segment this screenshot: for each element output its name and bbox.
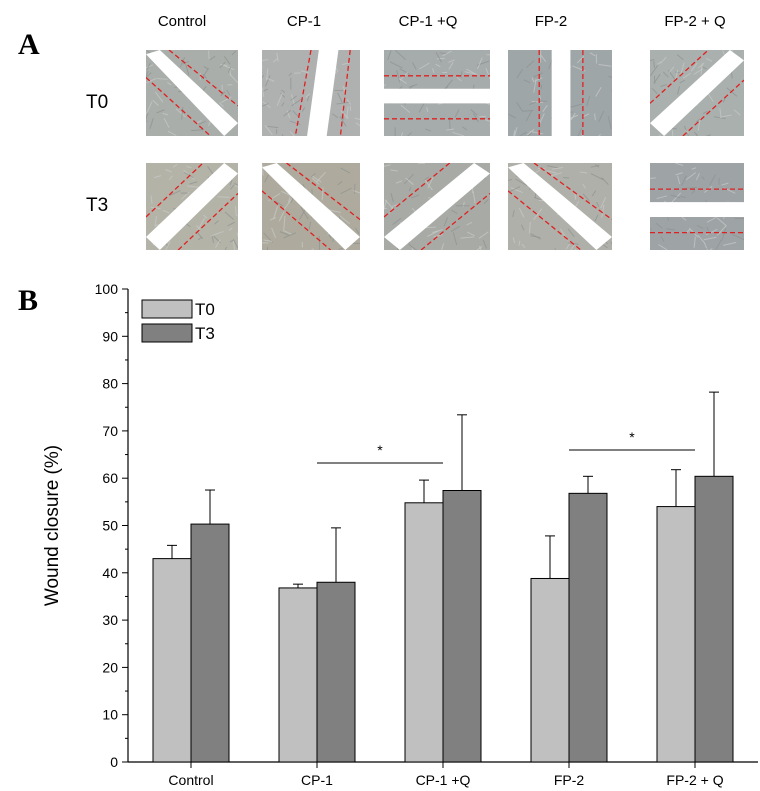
row-label-t3: T3 [86,195,109,216]
column-label-fp2q: FP-2 + Q [664,13,726,30]
y-tick-label: 0 [110,754,118,770]
y-tick-label: 20 [102,659,118,675]
panel-b-letter: B [18,284,39,317]
y-axis-title: Wound closure (%) [42,445,63,606]
micrograph-t0-fp2 [508,50,612,136]
bar-t0 [278,587,318,763]
x-tick-label: Control [168,772,213,788]
y-tick-label: 90 [102,328,118,344]
micrograph-t0-control [146,50,238,136]
x-tick-label: CP-1 [301,772,333,788]
significance-star: * [377,442,383,458]
column-label-fp2: FP-2 [534,13,568,30]
significance-star: * [629,429,635,445]
legend-label-t3: T3 [195,324,215,343]
bar-t3 [442,489,482,763]
legend-swatch-t3 [141,323,193,343]
bar-t0 [656,506,696,763]
micrograph-t3-cp1q [384,163,490,250]
legend-swatch-t0 [141,299,193,319]
bar-t3 [190,523,230,763]
y-tick-label: 30 [102,612,118,628]
micrograph-t0-cp1q [384,50,490,136]
bar-t3 [694,475,734,763]
y-tick-label: 100 [95,281,119,297]
micrograph-t3-fp2 [508,163,612,250]
panel-a-letter: A [18,28,40,61]
column-label-cp1: CP-1 [286,13,322,30]
column-label-control: Control [157,13,207,30]
y-tick-label: 40 [102,565,118,581]
micrograph-t0-cp1 [262,50,360,136]
bar-t3 [316,581,356,763]
x-tick-label: FP-2 [554,772,585,788]
y-tick-label: 80 [102,376,118,392]
y-tick-label: 10 [102,707,118,723]
legend-label-t0: T0 [195,300,215,319]
x-tick-label: FP-2 + Q [666,772,723,788]
micrograph-t0-fp2q [650,50,744,136]
micrograph-t3-cp1 [262,163,360,250]
bar-chart: 0 10 20 30 40 50 60 70 80 90 100 Wound closure (%) C… [42,281,758,788]
row-label-t0: T0 [86,92,109,113]
bar-t3 [568,492,608,763]
y-tick-label: 70 [102,423,118,439]
y-tick-label: 50 [102,518,118,534]
micrograph-t3-fp2q [650,163,744,250]
micrograph-t3-control [146,163,238,250]
column-label-cp1q: CP-1 +Q [398,13,458,30]
bar-t0 [404,502,444,763]
bar-t0 [530,577,570,763]
y-tick-label: 60 [102,470,118,486]
x-tick-label: CP-1 +Q [416,772,471,788]
bar-t0 [152,558,192,763]
